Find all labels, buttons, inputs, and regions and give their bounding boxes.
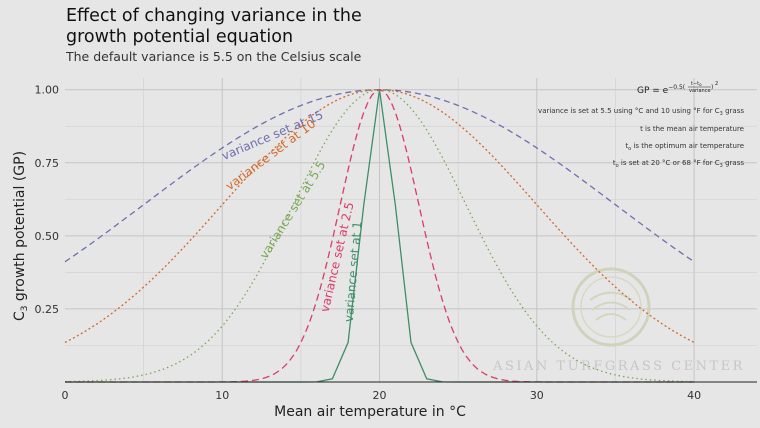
note-variance: variance is set at 5.5 using °C and 10 u…	[538, 107, 744, 117]
watermark-text: ASIAN TURFGRASS CENTER	[492, 359, 745, 374]
series-line	[64, 89, 695, 383]
x-tick-label: 30	[530, 389, 544, 402]
formula-annotations: GP = e−0.5( t−to variance ) 2 variance i…	[538, 81, 744, 169]
watermark-seal-lines	[589, 291, 633, 321]
chart-subtitle: The default variance is 5.5 on the Celsi…	[66, 49, 362, 64]
x-tick-label: 20	[373, 389, 387, 402]
y-tick-label: 0.75	[35, 157, 60, 170]
watermark-seal-outer	[571, 267, 651, 347]
x-tick-label: 0	[62, 389, 69, 402]
y-tick-label: 0.50	[35, 230, 60, 243]
formula-numerator: t−to	[691, 81, 702, 87]
formula-power: 2	[715, 81, 718, 87]
x-tick-label: 10	[215, 389, 229, 402]
note-mean-temp: t is the mean air temperature	[640, 125, 744, 133]
x-tick-label: 40	[687, 389, 701, 402]
watermark-group: ASIAN TURFGRASS CENTER	[492, 267, 745, 374]
y-axis-title: C3 growth potential (GP)	[12, 151, 30, 321]
formula-denominator: variance	[689, 88, 711, 94]
chart-title: Effect of changing variance in the growt…	[66, 6, 362, 47]
axes-group: 0 10 20 30 40 0.25 0.50 0.75 1.00	[35, 84, 757, 402]
watermark-seal-inner	[580, 276, 642, 338]
note-optimum-temp: to is the optimum air temperature	[625, 142, 744, 152]
y-tick-label: 0.25	[35, 303, 60, 316]
x-axis-title: Mean air temperature in °C	[274, 404, 466, 420]
series-label: variance set at 5.5	[257, 158, 329, 261]
y-tick-label: 1.00	[35, 84, 60, 97]
note-optimum-set: to is set at 20 °C or 68 °F for C3 grass	[613, 159, 744, 169]
grid-lines	[65, 78, 757, 382]
formula-exp-suffix: )	[711, 84, 713, 91]
formula: GP = e−0.5(	[637, 84, 685, 96]
